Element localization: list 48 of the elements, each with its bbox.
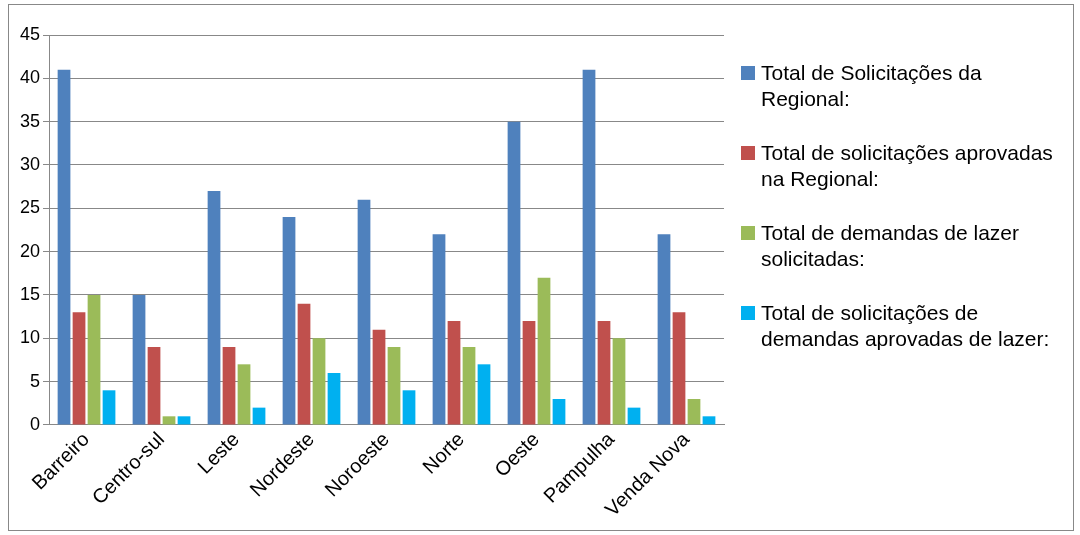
- bar: [372, 329, 386, 425]
- y-tick-label: 30: [19, 153, 41, 174]
- bar: [132, 294, 146, 425]
- bar: [312, 338, 326, 425]
- bar: [57, 69, 71, 425]
- bar: [237, 364, 251, 425]
- bar: [447, 320, 461, 425]
- bar: [162, 416, 176, 425]
- y-tick-label: 25: [19, 197, 41, 218]
- y-tick-label: 15: [19, 283, 41, 304]
- legend-label: Total de solicitações de demandas aprovadas de lazer:: [761, 300, 1051, 352]
- y-tick-label: 45: [19, 23, 41, 44]
- legend-label: Total de solicitações aprovadas na Regional:: [761, 140, 1054, 192]
- y-tick-label: 5: [30, 370, 41, 391]
- legend-label: Total de Solicitações da Regional:: [761, 60, 983, 112]
- bar: [597, 320, 611, 425]
- bar: [702, 416, 716, 425]
- bar: [282, 216, 296, 425]
- y-tick-label: 20: [19, 240, 41, 261]
- y-tick-label: 35: [19, 110, 41, 131]
- bar: [357, 199, 371, 425]
- bar: [462, 346, 476, 425]
- bar: [207, 190, 221, 425]
- bar: [387, 346, 401, 425]
- bar: [102, 390, 116, 425]
- bar: [147, 346, 161, 425]
- bar: [402, 390, 416, 425]
- bar: [297, 303, 311, 425]
- bar: [507, 121, 521, 425]
- bar: [612, 338, 626, 425]
- legend-label: Total de demandas de lazer solicitadas:: [761, 220, 1020, 272]
- bar: [222, 346, 236, 425]
- y-tick-label: 40: [19, 67, 41, 88]
- bar: [552, 398, 566, 425]
- bar: [657, 234, 671, 425]
- bar: [537, 277, 551, 425]
- bar: [672, 312, 686, 425]
- bar: [177, 416, 191, 425]
- y-tick-label: 0: [30, 413, 41, 434]
- bar: [87, 294, 101, 425]
- bar: [477, 364, 491, 425]
- bar: [522, 320, 536, 425]
- y-tick-label: 10: [19, 327, 41, 348]
- bar: [327, 372, 341, 425]
- bar: [72, 312, 86, 425]
- bar: [582, 69, 596, 425]
- bar: [687, 398, 701, 425]
- bar: [432, 234, 446, 425]
